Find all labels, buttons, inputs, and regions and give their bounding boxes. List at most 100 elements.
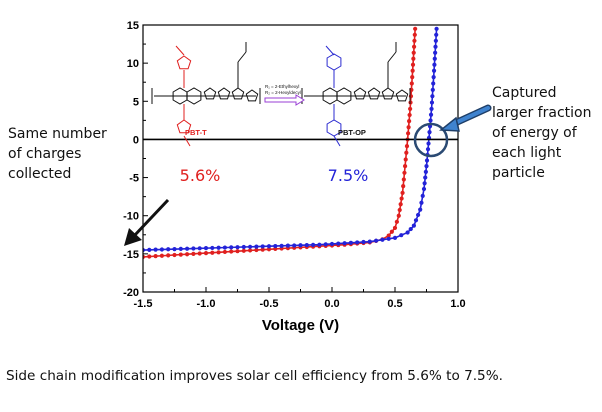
series-point [423,169,428,174]
series-point [430,94,435,99]
right-arrow-shaft [451,106,490,126]
series-point [399,233,404,238]
left-annotation-line: of charges [8,146,82,162]
series-point [416,212,421,218]
series-point [420,193,425,198]
molecule-bond [183,135,191,147]
series-point [423,175,428,180]
series-point [432,62,437,67]
series-point [178,246,183,251]
series-point [185,252,190,257]
molecule-ring [353,87,367,100]
series-point [298,243,303,248]
series-point [431,81,436,86]
molecule-ring [176,55,192,70]
series-point [429,106,434,112]
series-point [410,75,415,80]
series-point [266,244,272,249]
series-point [248,244,253,249]
annotation-overlay: 5.6% 7.5% [124,104,492,246]
right-annotation-line: each light [492,145,562,161]
series-point [241,248,246,253]
left-arrow-head [124,228,142,246]
molecule-ring [326,53,342,71]
series-point [413,26,418,31]
series-point [241,244,246,250]
series-point [396,213,401,218]
x-tick-label: -1.5 [134,298,153,310]
x-axis-label: Voltage (V) [262,317,339,334]
series-point [404,144,410,149]
y-tick-label: 5 [133,96,139,108]
series-point [342,241,347,246]
series-point [191,246,196,251]
series-point [434,32,439,37]
molecule-bond [333,135,341,147]
series-point [166,247,171,252]
series-point [433,50,438,55]
series-point [166,253,171,258]
series-point [216,245,221,250]
series-point [203,250,209,256]
series-point [433,38,438,43]
series-point [425,147,431,152]
series-point [410,68,415,73]
left-arrow-shaft [132,198,170,238]
molecule-ring [176,119,192,134]
right-annotation: Captured larger fraction of energy of ea… [492,83,600,183]
molecule-ring [217,87,231,100]
series-point [355,240,360,245]
series-point [153,254,158,259]
series-point [329,241,335,247]
series-point [159,253,164,258]
series-point [408,106,413,112]
series-point [367,239,372,244]
x-tick-label: 0.0 [324,298,339,310]
series-point [404,150,409,155]
y-tick-label: 15 [127,20,139,32]
series-point [434,26,439,31]
x-tick-label: 1.0 [450,298,465,310]
series-point [304,242,309,248]
right-annotation-line: particle [492,165,545,181]
highlight-circle [413,122,449,158]
efficiency-label: 5.6% [180,166,221,185]
series-point [389,229,394,234]
chart-series [143,26,439,260]
series-point [210,250,215,255]
series-point [431,75,436,80]
series-point [235,245,240,250]
series-point [422,181,427,186]
series-point [412,38,417,43]
series-point [392,235,398,240]
series-point [418,207,423,212]
series-point [292,243,297,248]
series-point [380,237,385,242]
molecule-bond [325,45,335,56]
series-point [374,238,379,243]
right-annotation-line: Captured [492,85,557,101]
y-tick-label: -5 [129,173,139,185]
series-point [429,100,435,105]
series-point [427,130,432,135]
series-point [403,157,408,162]
y-tick-label: -10 [123,211,139,223]
series-point [426,141,431,146]
series-line-pbt-t [143,28,416,258]
series-point [336,241,341,246]
left-annotation: Same number of charges collected [8,124,130,184]
series-point [411,56,416,61]
series-point [248,248,253,253]
series-point [254,244,259,249]
series-point [361,239,366,245]
molecule-ring [186,87,202,105]
series-point [229,245,234,250]
series-point [411,223,416,228]
series-point [222,245,227,250]
series-point [266,247,272,252]
series-point [431,68,437,73]
series-point [412,32,417,37]
series-point [254,247,259,253]
series-point [191,251,196,256]
